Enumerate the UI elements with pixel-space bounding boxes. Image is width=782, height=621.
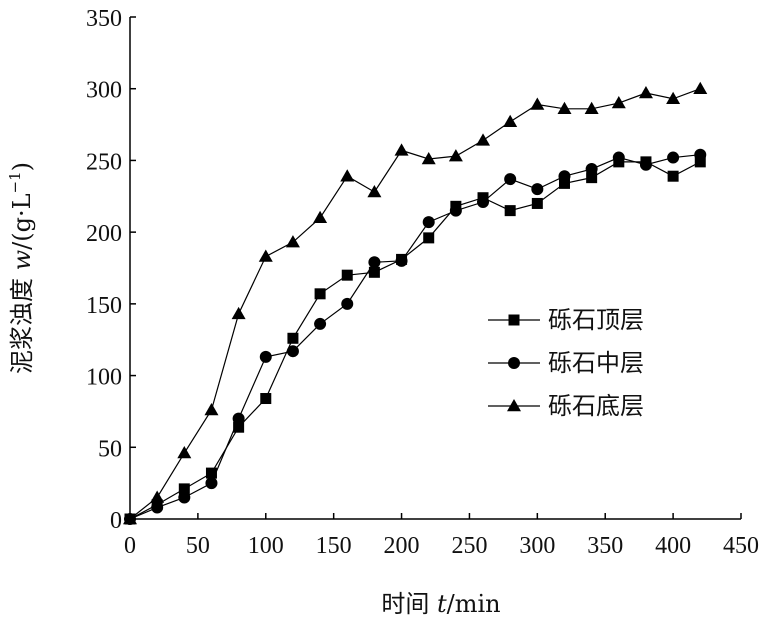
data-point-circle bbox=[151, 501, 164, 514]
data-point-square bbox=[233, 421, 245, 433]
data-point-triangle bbox=[394, 143, 409, 156]
data-point-triangle bbox=[258, 249, 273, 262]
series-line bbox=[129, 161, 701, 520]
data-point-square bbox=[531, 197, 543, 209]
x-tick-label: 0 bbox=[124, 533, 136, 559]
data-point-triangle bbox=[584, 101, 599, 115]
data-point-square bbox=[260, 393, 272, 405]
data-point-square bbox=[667, 170, 679, 182]
data-point-triangle bbox=[448, 149, 463, 162]
data-point-square bbox=[558, 177, 570, 189]
data-point-circle bbox=[694, 148, 707, 161]
data-point-triangle bbox=[503, 114, 518, 127]
data-point-triangle bbox=[123, 512, 137, 525]
data-point-triangle bbox=[476, 133, 491, 146]
data-point-circle bbox=[639, 158, 652, 171]
data-point-square bbox=[368, 266, 380, 278]
data-point-circle bbox=[368, 256, 381, 269]
y-tick-label: 300 bbox=[86, 78, 122, 104]
data-point-triangle bbox=[150, 490, 165, 503]
x-tick-label: 200 bbox=[384, 533, 420, 559]
data-point-triangle bbox=[666, 91, 681, 105]
legend-marker-square bbox=[508, 314, 520, 326]
series-line bbox=[129, 154, 701, 520]
data-point-circle bbox=[504, 173, 517, 186]
legend-marker-triangle bbox=[507, 399, 521, 412]
data-point-square bbox=[694, 156, 706, 168]
legend-marker-circle bbox=[508, 357, 520, 369]
data-point-circle bbox=[449, 204, 462, 217]
legend-label: 砾石底层 bbox=[548, 392, 644, 420]
data-point-circle bbox=[205, 477, 218, 490]
series-line bbox=[129, 88, 701, 520]
legend-item: 砾石顶层 bbox=[488, 306, 644, 334]
data-point-circle bbox=[477, 196, 490, 209]
data-point-triangle bbox=[421, 151, 436, 165]
data-point-triangle bbox=[611, 96, 626, 109]
y-tick-label: 200 bbox=[86, 221, 122, 247]
y-tick-label: 50 bbox=[98, 436, 122, 462]
data-point-circle bbox=[558, 170, 571, 183]
data-point-square bbox=[178, 483, 190, 495]
data-point-square bbox=[504, 205, 516, 217]
data-point-triangle bbox=[204, 402, 219, 416]
series-circle bbox=[124, 148, 707, 525]
data-point-square bbox=[341, 269, 353, 281]
data-point-square bbox=[314, 288, 326, 300]
y-tick-label: 350 bbox=[86, 6, 122, 32]
y-tick-label: 0 bbox=[110, 508, 122, 534]
x-tick-label: 400 bbox=[655, 533, 691, 559]
data-point-circle bbox=[259, 350, 272, 363]
x-tick-label: 450 bbox=[723, 533, 759, 559]
data-point-circle bbox=[585, 163, 598, 176]
series-layer bbox=[123, 81, 708, 525]
axes: 0 50 100 150 200 250 300 350 400 450 0 50 100 150 200 2… bbox=[86, 6, 759, 559]
data-point-triangle bbox=[285, 235, 300, 248]
data-point-triangle bbox=[231, 306, 246, 320]
data-point-circle bbox=[314, 317, 327, 330]
data-point-triangle bbox=[313, 210, 328, 224]
data-point-triangle bbox=[638, 86, 653, 99]
data-point-circle bbox=[232, 412, 245, 425]
data-point-square bbox=[287, 332, 299, 344]
y-axis-title: 泥浆浊度 w/(g·L−1) bbox=[6, 162, 36, 374]
legend-item: 砾石底层 bbox=[488, 392, 644, 420]
y-tick-label: 150 bbox=[86, 293, 122, 319]
data-point-circle bbox=[395, 254, 408, 267]
legend-label: 砾石顶层 bbox=[548, 306, 644, 334]
data-point-triangle bbox=[557, 101, 572, 115]
legend-label: 砾石中层 bbox=[548, 349, 644, 377]
x-tick-label: 300 bbox=[519, 533, 555, 559]
x-tick-label: 50 bbox=[186, 533, 210, 559]
data-point-triangle bbox=[177, 446, 192, 459]
data-point-square bbox=[423, 232, 435, 244]
data-point-triangle bbox=[367, 184, 382, 198]
data-point-circle bbox=[178, 491, 191, 504]
data-point-square bbox=[586, 172, 598, 184]
data-point-circle bbox=[341, 297, 354, 310]
series-square bbox=[124, 156, 706, 525]
series-triangle bbox=[123, 81, 708, 525]
data-point-circle bbox=[612, 151, 625, 164]
x-tick-label: 150 bbox=[316, 533, 352, 559]
x-tick-label: 100 bbox=[248, 533, 284, 559]
data-point-circle bbox=[531, 183, 544, 196]
legend-item: 砾石中层 bbox=[488, 349, 644, 377]
x-tick-label: 350 bbox=[587, 533, 623, 559]
data-point-circle bbox=[422, 216, 435, 229]
data-point-circle bbox=[286, 345, 299, 358]
y-tick-label: 100 bbox=[86, 365, 122, 391]
data-point-triangle bbox=[530, 97, 545, 110]
data-point-square bbox=[205, 467, 217, 479]
data-point-circle bbox=[667, 151, 680, 164]
data-point-triangle bbox=[693, 81, 708, 94]
x-axis-title: 时间 t/min bbox=[381, 590, 500, 618]
x-tick-label: 250 bbox=[451, 533, 487, 559]
y-tick-label: 250 bbox=[86, 149, 122, 175]
data-point-triangle bbox=[340, 169, 355, 182]
